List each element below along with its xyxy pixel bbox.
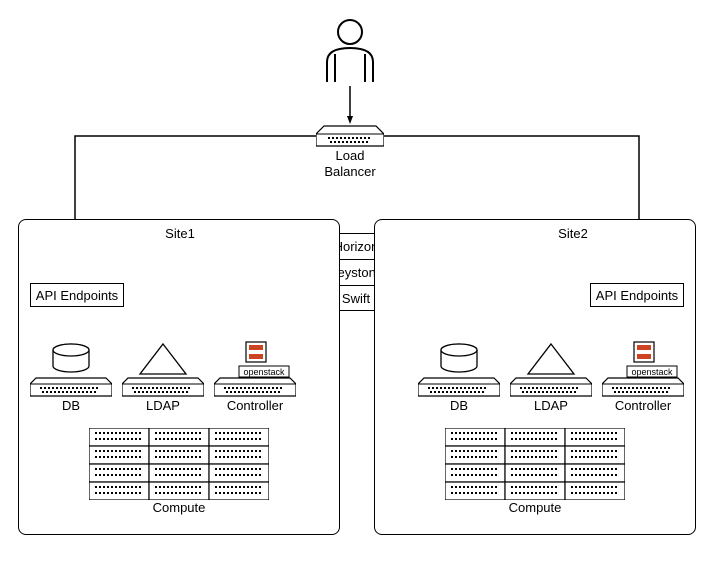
site1-compute: Compute [89, 428, 269, 516]
compute-label: Compute [445, 500, 625, 516]
server-label: DB [30, 398, 112, 414]
compute-label: Compute [89, 500, 269, 516]
openstack-icon-label: openstack [241, 367, 287, 378]
site1-title: Site1 [155, 226, 205, 242]
api-endpoints-label: API Endpoints [596, 288, 678, 303]
site2-api-endpoints: API Endpoints [590, 283, 684, 307]
server-label: Controller [602, 398, 684, 414]
api-endpoints-label: API Endpoints [36, 288, 118, 303]
site1-api-endpoints: API Endpoints [30, 283, 124, 307]
server-label: DB [418, 398, 500, 414]
service-label: Swift [342, 291, 370, 306]
site2-title: Site2 [548, 226, 598, 242]
site2-ldap: LDAP [510, 340, 592, 414]
site1-ldap: LDAP [122, 340, 204, 414]
site1-controller: openstack Controller [214, 340, 296, 414]
site2-compute: Compute [445, 428, 625, 516]
server-label: LDAP [510, 398, 592, 414]
site2-db: DB [418, 340, 500, 414]
service-label: Horizon [334, 239, 379, 254]
site2-controller: openstack Controller [602, 340, 684, 414]
server-label: LDAP [122, 398, 204, 414]
site1-db: DB [30, 340, 112, 414]
server-label: Controller [214, 398, 296, 414]
openstack-icon-label: openstack [629, 367, 675, 378]
